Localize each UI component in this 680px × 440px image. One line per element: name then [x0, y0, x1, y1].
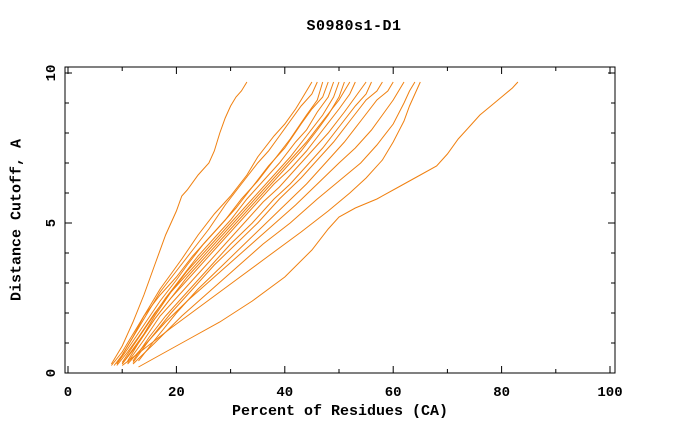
x-tick-label: 60: [385, 385, 402, 401]
x-tick-label: 80: [493, 385, 510, 401]
model-curve: [116, 81, 351, 366]
model-curve: [138, 81, 394, 362]
model-curve: [132, 81, 372, 362]
model-curve: [121, 81, 340, 365]
model-curve: [132, 81, 383, 363]
x-tick-label: 20: [168, 385, 185, 401]
x-axis-label: Percent of Residues (CA): [231, 403, 449, 420]
model-curve: [138, 81, 519, 368]
model-curve: [111, 81, 313, 366]
x-tick-label: 0: [64, 385, 72, 401]
y-tick-label: 5: [44, 219, 60, 227]
y-tick-label: 10: [44, 65, 60, 82]
model-curve: [116, 81, 329, 365]
x-tick-label: 40: [276, 385, 293, 401]
chart-title: S0980s1-D1: [306, 18, 402, 35]
model-curve: [116, 81, 318, 365]
model-curve: [121, 81, 356, 365]
model-curve: [110, 81, 248, 365]
model-curve: [127, 81, 345, 362]
model-curve: [127, 81, 405, 365]
model-curve: [132, 81, 416, 365]
model-curve: [121, 81, 421, 366]
axis-frame: [64, 66, 616, 374]
model-curve: [127, 81, 367, 363]
y-tick-label: 0: [44, 369, 60, 377]
x-tick-label: 100: [597, 385, 622, 401]
